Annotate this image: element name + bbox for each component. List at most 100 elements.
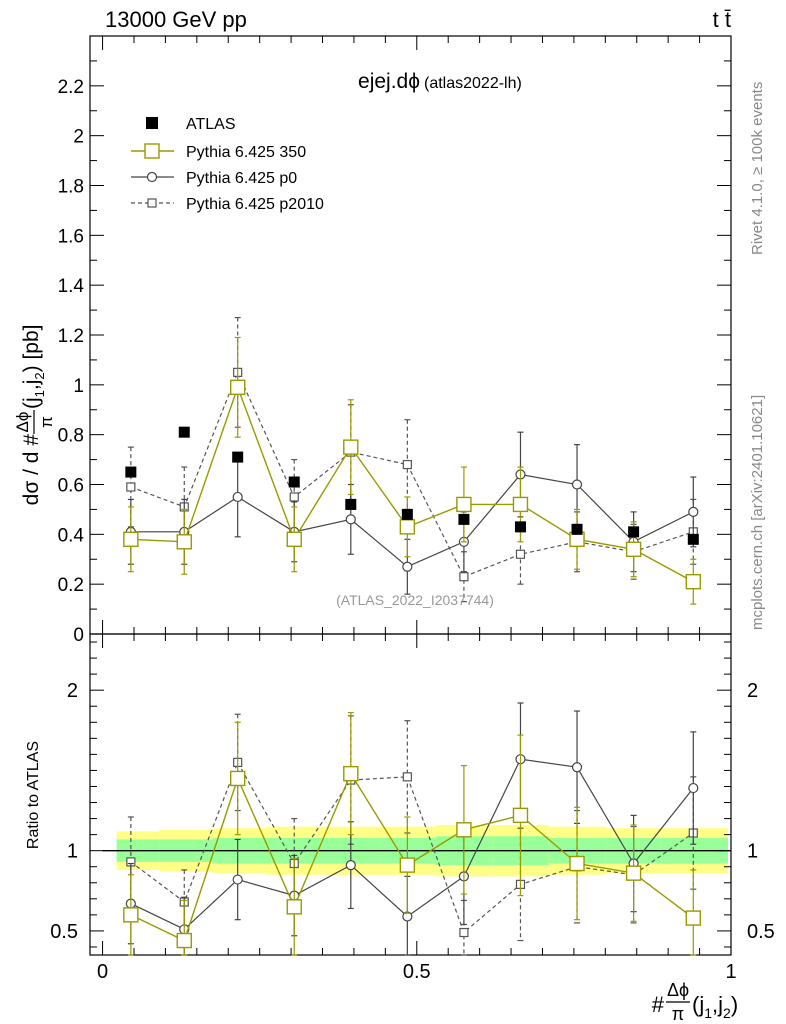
main-ytick-label: 1 <box>73 376 84 397</box>
main-pythia-6-425-350-point <box>123 531 139 548</box>
ratio-xtick-label: 0 <box>97 961 108 983</box>
y-label-sub2: 2 <box>32 372 47 379</box>
main-pythia-6-425-350-point <box>399 519 416 535</box>
main-ytick-label: 0 <box>73 625 84 646</box>
main-pythia-6-425-350-point <box>343 439 359 455</box>
ratio-pythia-6-425-350-point <box>399 857 416 873</box>
main-atlas-point <box>345 498 357 510</box>
ratio-xtick-label: 0.5 <box>403 961 431 983</box>
main-atlas-point <box>687 533 699 545</box>
main-pythia-6-425-p2010-point <box>515 549 526 559</box>
y-label-frac-num: Δϕ <box>13 412 32 433</box>
main-pythia-6-425-p0-point <box>345 514 356 525</box>
main-ytick-label: 1.4 <box>58 276 85 297</box>
ratio-ytick-label-right: 0.5 <box>747 921 775 943</box>
ratio-y-ticks: 0.5 0.5 1 1 2 2 <box>50 641 775 948</box>
main-pythia-6-425-350-point <box>456 496 472 513</box>
ratio-ytick-label: 1 <box>67 841 78 863</box>
ratio-pythia-6-425-350-point <box>512 807 529 824</box>
main-pythia-6-425-p2010-point <box>126 482 136 492</box>
main-atlas-point <box>125 466 137 478</box>
main-pythia-6-425-350-point <box>512 496 529 513</box>
main-y-axis-label: dσ / d # Δϕ π (j1,j2) [pb] <box>13 325 56 506</box>
ratio-pythia-6-425-350-point <box>286 899 302 915</box>
main-series-layer <box>123 316 701 605</box>
ratio-xtick-label: 1 <box>725 961 736 983</box>
main-atlas-point <box>401 508 413 520</box>
ratio-y-axis-label: Ratio to ATLAS <box>25 741 42 849</box>
ratio-pythia-6-425-p0-point <box>571 762 583 773</box>
main-pythia-6-425-p2010-point <box>459 572 469 582</box>
energy-label: 13000 GeV pp <box>105 7 247 32</box>
x-label-frac-den: π <box>672 1004 684 1024</box>
main-ytick-label: 1.6 <box>58 226 84 247</box>
main-ytick-label: 2.2 <box>58 77 84 98</box>
ratio-pythia-6-425-350-point <box>123 907 139 923</box>
y-label-open: (j <box>20 397 43 409</box>
main-x-ticks <box>102 36 732 634</box>
legend-label-p350: Pythia 6.425 350 <box>186 144 306 161</box>
legend-marker-atlas <box>146 117 158 129</box>
legend: ATLAS Pythia 6.425 350 Pythia 6.425 p0 P… <box>131 116 324 213</box>
x-label-sub1: 1 <box>704 1005 712 1021</box>
main-pythia-6-425-p0-point <box>571 479 583 490</box>
ratio-pythia-6-425-350-point <box>625 865 642 881</box>
y-label-args: (j1,j2) [pb] <box>20 325 47 410</box>
main-atlas-point <box>628 526 640 538</box>
plot-title: ejej.dϕ <box>358 70 420 93</box>
main-pythia-6-425-p0-point <box>688 506 699 518</box>
ratio-pythia-6-425-350-point <box>229 770 246 787</box>
x-label-close: ) <box>731 992 738 1017</box>
ratio-x-ticks: 0 0.5 1 <box>97 634 737 983</box>
ratio-ytick-label-right: 1 <box>747 841 758 863</box>
ratio-pythia-6-425-350-point <box>569 855 585 872</box>
y-label-sub1: 1 <box>32 390 47 397</box>
ratio-frame <box>89 633 732 956</box>
x-label-prefix: # <box>652 992 665 1017</box>
x-label-comma: ,j <box>712 992 723 1017</box>
ratio-pythia-6-425-p0-point <box>232 874 243 885</box>
main-pythia-6-425-350-point <box>286 531 302 548</box>
legend-marker-p350 <box>144 143 160 159</box>
legend-label-p2010: Pythia 6.425 p2010 <box>186 196 324 213</box>
main-pythia-6-425-350-point <box>625 541 642 557</box>
main-ytick-label: 0.2 <box>58 575 84 596</box>
main-ytick-label: 0.8 <box>58 426 84 447</box>
y-label-frac-den: π <box>37 416 56 428</box>
x-axis-label: # Δϕ π (j1,j2) <box>652 980 738 1024</box>
y-label-comma: ,j <box>20 380 43 391</box>
ratio-pythia-6-425-p2010-point <box>402 772 412 782</box>
ratio-panel: 0.5 0.5 1 1 2 2 0 0.5 1 Ratio to ATLAS # Δϕ π (… <box>25 633 775 1024</box>
main-pythia-6-425-350-line <box>130 385 694 583</box>
ratio-pythia-6-425-p2010-line <box>130 760 694 934</box>
legend-label-p0: Pythia 6.425 p0 <box>186 170 297 187</box>
main-pythia-6-425-350-point <box>229 379 246 396</box>
main-ytick-label: 0.6 <box>58 476 84 497</box>
x-label-frac-num: Δϕ <box>667 980 689 1000</box>
legend-label-atlas: ATLAS <box>186 116 236 133</box>
main-atlas-point <box>178 426 190 438</box>
ratio-pythia-6-425-p0-point <box>688 782 699 794</box>
ratio-ytick-label: 2 <box>67 680 78 702</box>
ratio-pythia-6-425-350-point <box>343 765 359 782</box>
main-ytick-label: 1.8 <box>58 177 84 198</box>
main-pythia-6-425-p0-point <box>402 561 413 572</box>
main-ytick-label: 0.4 <box>58 525 85 546</box>
main-pythia-6-425-p2010-point <box>402 459 412 470</box>
ratio-ytick-label-right: 2 <box>747 680 758 702</box>
rivet-version-label: Rivet 4.1.0, ≥ 100k events <box>749 82 766 255</box>
main-ytick-label: 1.2 <box>58 326 84 347</box>
main-pythia-6-425-350-point <box>176 534 192 550</box>
main-panel: 0 0.2 0.4 0.6 0.8 1 1.2 1.4 1.6 1.8 2 2.2 ejej.dϕ (… <box>13 35 766 646</box>
x-label-args: (j1,j2) <box>692 992 738 1021</box>
main-pythia-6-425-350-point <box>685 573 701 590</box>
legend-marker-p0 <box>146 171 158 183</box>
analysis-watermark: (ATLAS_2022_I2037744) <box>336 592 494 608</box>
main-pythia-6-425-p2010-point <box>289 492 299 502</box>
legend-marker-p2010 <box>147 198 157 208</box>
y-label-main: dσ / d # <box>20 434 43 506</box>
main-ytick-label: 2 <box>73 127 84 148</box>
y-label-unit: ) [pb] <box>20 325 43 373</box>
main-atlas-point <box>458 513 470 525</box>
